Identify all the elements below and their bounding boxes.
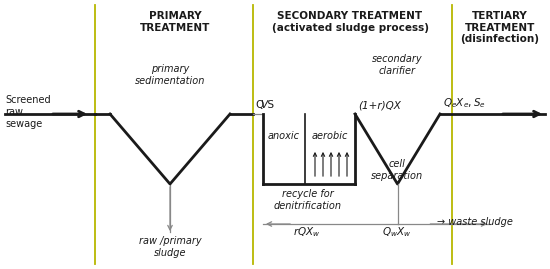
Text: raw /primary
sludge: raw /primary sludge xyxy=(139,236,201,258)
Text: anoxic: anoxic xyxy=(268,131,300,141)
Text: Screened
raw
sewage: Screened raw sewage xyxy=(5,95,51,129)
Text: $Q_wX_w$: $Q_wX_w$ xyxy=(382,225,412,239)
Text: Q S: Q S xyxy=(256,100,274,110)
Text: V: V xyxy=(260,100,267,110)
Text: $rQX_w$: $rQX_w$ xyxy=(293,225,321,239)
Text: SECONDARY TREATMENT
(activated sludge process): SECONDARY TREATMENT (activated sludge pr… xyxy=(272,11,428,33)
Text: primary
sedimentation: primary sedimentation xyxy=(135,64,205,86)
Text: aerobic: aerobic xyxy=(312,131,348,141)
Text: TERTIARY
TREATMENT
(disinfection): TERTIARY TREATMENT (disinfection) xyxy=(460,11,540,44)
Text: PRIMARY
TREATMENT: PRIMARY TREATMENT xyxy=(140,11,210,33)
Text: recycle for
denitrification: recycle for denitrification xyxy=(274,189,342,211)
Text: cell
separation: cell separation xyxy=(371,159,423,180)
Text: (1+r)QX: (1+r)QX xyxy=(358,100,401,110)
Text: $Q_eX_e, S_e$: $Q_eX_e, S_e$ xyxy=(443,96,486,110)
Text: → waste sludge: → waste sludge xyxy=(437,217,513,227)
Text: secondary
clarifier: secondary clarifier xyxy=(372,54,422,76)
